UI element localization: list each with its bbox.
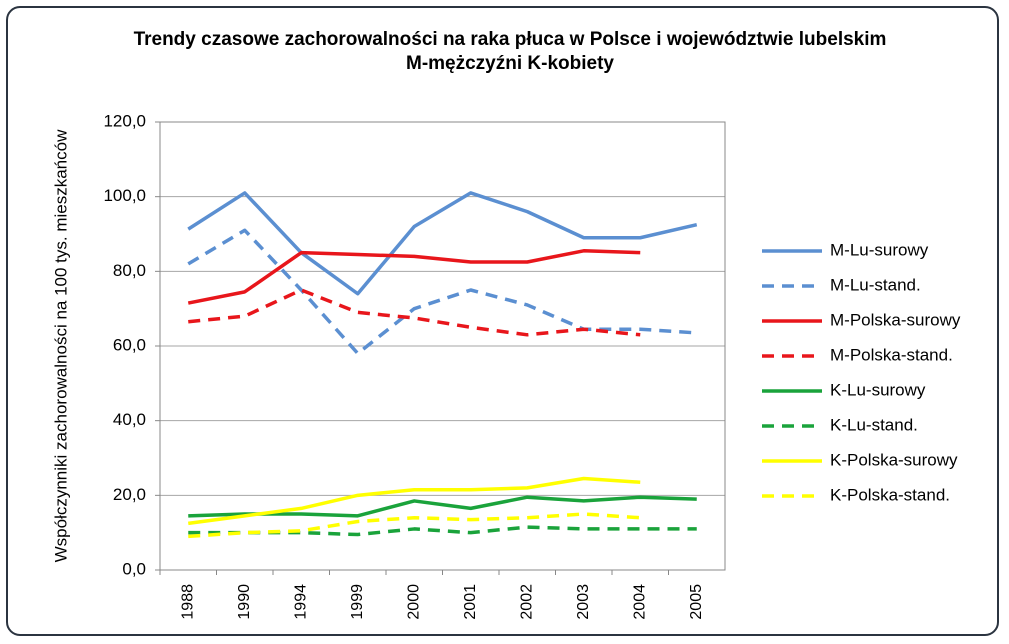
legend-label: K-Lu-stand. xyxy=(830,415,918,434)
legend-label: M-Polska-stand. xyxy=(830,345,953,364)
x-tick-label: 1990 xyxy=(236,584,253,620)
y-tick-label: 40,0 xyxy=(113,410,146,429)
y-tick-label: 80,0 xyxy=(113,261,146,280)
y-tick-label: 0,0 xyxy=(122,559,146,578)
chart-subtitle: M-mężczyźni K-kobiety xyxy=(406,53,614,74)
series-line xyxy=(188,288,641,337)
x-tick-label: 2001 xyxy=(462,584,479,620)
series-line xyxy=(187,228,697,356)
series-line xyxy=(187,191,698,296)
legend-label: K-Lu-surowy xyxy=(830,380,926,399)
chart-title: Trendy czasowe zachorowalności na raka p… xyxy=(133,29,887,50)
series-line xyxy=(188,525,697,537)
x-tick-label: 2003 xyxy=(575,584,592,620)
y-tick-label: 20,0 xyxy=(113,485,146,504)
x-tick-label: 2005 xyxy=(688,584,705,620)
legend-label: M-Lu-surowy xyxy=(830,240,929,259)
x-tick-label: 1994 xyxy=(292,584,309,620)
x-tick-label: 2002 xyxy=(518,584,535,620)
x-tick-label: 2000 xyxy=(405,584,422,620)
y-tick-label: 60,0 xyxy=(113,335,146,354)
legend-label: M-Lu-stand. xyxy=(830,275,921,294)
series-line xyxy=(188,495,697,518)
legend-label: K-Polska-stand. xyxy=(830,485,950,504)
chart-frame xyxy=(6,6,999,636)
y-axis-label: Współczynniki zachorowalności na 100 tys… xyxy=(51,129,70,562)
titles: Trendy czasowe zachorowalności na raka p… xyxy=(100,28,920,76)
x-tick-label: 2004 xyxy=(631,584,648,620)
x-tick-label: 1999 xyxy=(349,584,366,620)
y-tick-label: 120,0 xyxy=(103,111,146,130)
x-tick-label: 1988 xyxy=(179,584,196,620)
legend-label: K-Polska-surowy xyxy=(830,450,958,469)
y-tick-label: 100,0 xyxy=(103,186,146,205)
series-line xyxy=(188,512,641,539)
legend-label: M-Polska-surowy xyxy=(830,310,961,329)
series-line xyxy=(187,249,641,305)
series-line xyxy=(188,476,641,526)
